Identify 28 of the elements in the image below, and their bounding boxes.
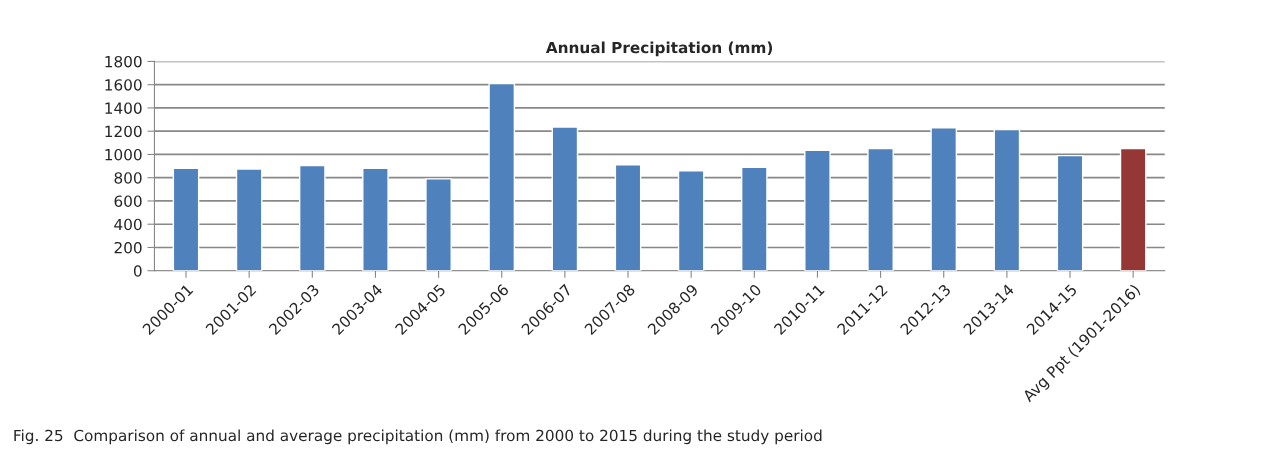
bar <box>740 166 768 271</box>
y-tick-label: 1000 <box>105 148 142 161</box>
y-tick-label: 0 <box>133 265 142 277</box>
bar <box>488 82 516 271</box>
y-tick-label: 1600 <box>105 79 142 91</box>
bar <box>993 128 1021 271</box>
bar <box>298 164 326 271</box>
y-tick-label: 1200 <box>105 125 142 138</box>
bar <box>235 168 263 271</box>
y-tick-label: 600 <box>114 195 142 207</box>
bar <box>930 127 958 271</box>
bar <box>804 149 831 271</box>
y-tick-label: 1800 <box>105 55 142 68</box>
bar <box>1056 154 1084 271</box>
bar <box>867 147 894 271</box>
bar <box>172 167 200 271</box>
y-tick-label: 200 <box>114 241 142 254</box>
y-tick-label: 1400 <box>105 102 142 114</box>
bar <box>551 126 579 271</box>
caption: Fig. 25 Comparison of annual and average precipitation (mm) from 2000 to 2015 during the study period <box>14 429 822 445</box>
bar <box>1119 147 1147 271</box>
bar <box>362 167 389 271</box>
bar <box>425 178 452 271</box>
y-tick-label: 800 <box>114 172 142 184</box>
chart-title: Annual Precipitation (mm) <box>545 41 773 57</box>
y-tick-label: 400 <box>114 218 142 231</box>
bar <box>614 164 642 271</box>
bar <box>677 170 705 271</box>
